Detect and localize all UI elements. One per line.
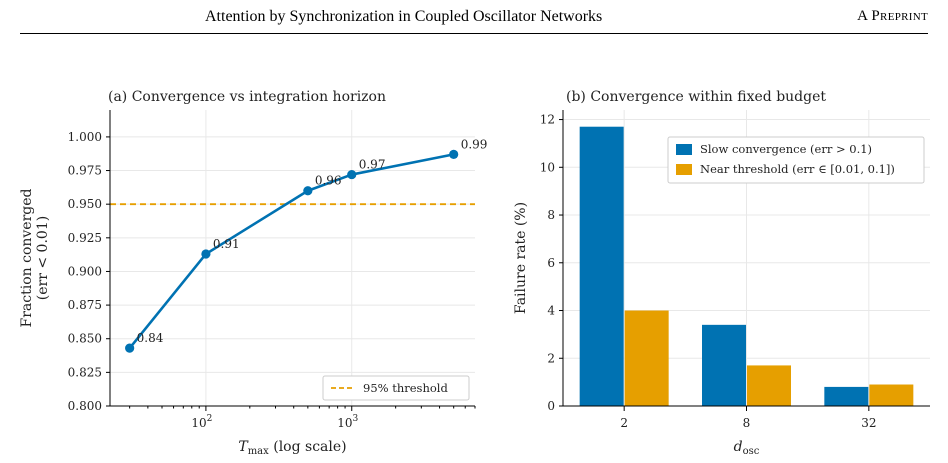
running-label: A Preprint [857,8,928,24]
chart-a-y-label-line1: Fraction converged [19,188,35,327]
chart-a-y-tick-label: 0.825 [68,365,102,379]
chart-a-y-tick-label: 0.875 [68,298,102,312]
chart-b-legend-swatch-1 [676,144,692,155]
chart-b-legend-label-1: Slow convergence (err > 0.1) [700,142,872,156]
chart-a-point [449,149,459,159]
chart-b-legend-box [667,136,925,184]
chart-a-series: 0.84 0.91 0.96 0.97 0.99 [125,137,488,353]
chart-a-y-tick-label: 0.800 [68,399,102,413]
chart-a-data-label: 0.96 [315,174,342,188]
chart-b-y-tick-label: 6 [547,256,555,270]
chart-a-data-label: 0.91 [213,237,240,251]
chart-b-x-tick-label: 8 [743,416,751,430]
chart-a-y-tick-label: 1.000 [68,130,102,144]
chart-a-axes [109,110,475,407]
chart-b-bar [824,386,869,406]
chart-b-y-tick-label: 4 [547,304,555,318]
chart-a-point [125,343,135,353]
chart-b-bars [579,126,914,406]
chart-a-series-line [128,153,454,349]
chart-a-y-tick-label: 0.975 [68,164,102,178]
header-rule [20,33,928,34]
chart-b-y-tick-label: 0 [547,399,555,413]
chart-b-x-label: dosc [734,439,760,457]
chart-a: (a) Convergence vs integration horizon 0… [19,89,487,457]
chart-b-bar [624,310,669,406]
chart-b-title: (b) Convergence within fixed budget [566,89,826,105]
chart-a-data-label: 0.97 [359,158,386,172]
chart-a-grid [110,110,475,407]
chart-a-x-tick-label: 102 [191,414,212,430]
chart-a-y-tick-label: 0.925 [68,231,102,245]
chart-a-y-tick-label: 0.950 [68,197,102,211]
chart-b-legend: Slow convergence (err > 0.1) Near thresh… [667,136,925,184]
chart-a-legend-label: 95% threshold [363,381,448,395]
chart-b-y-ticks: 0 2 4 6 8 10 12 [540,113,563,413]
chart-b-legend-swatch-2 [676,164,692,175]
chart-b-y-tick-label: 8 [547,208,555,222]
chart-b-y-tick-label: 10 [540,160,555,174]
chart-a-y-tick-label: 0.850 [68,332,102,346]
chart-a-y-label-line2: (err < 0.01) [35,216,51,300]
chart-a-legend-box [322,375,470,401]
chart-b-legend-label-2: Near threshold (err ∈ [0.01, 0.1]) [700,162,895,176]
chart-a-x-tick-label: 103 [337,414,358,430]
chart-b-y-tick-label: 12 [540,113,555,127]
chart-b-x-ticks: 2 8 32 [620,406,876,430]
chart-b-x-tick-label: 32 [861,416,876,430]
chart-b-y-tick-label: 2 [547,351,555,365]
chart-a-title: (a) Convergence vs integration horizon [108,89,386,105]
chart-a-legend: 95% threshold [322,375,470,401]
chart-b-bar [747,365,791,406]
chart-b-bar [579,126,624,406]
chart-b-bar [702,324,746,406]
chart-a-data-label: 0.84 [137,331,164,345]
chart-b-x-tick-label: 2 [620,416,628,430]
chart-a-x-ticks: 102 103 [129,406,476,430]
running-head: Attention by Synchronization in Coupled … [0,0,948,46]
chart-a-point [347,169,357,180]
running-title: Attention by Synchronization in Coupled … [205,8,603,25]
chart-a-y-tick-label: 0.900 [68,264,102,278]
chart-a-x-label: Tmax (log scale) [238,439,346,457]
chart-b-bar [869,384,914,406]
chart-a-point [303,186,313,196]
chart-b-y-label: Failure rate (%) [513,202,529,314]
chart-a-data-label: 0.99 [461,137,488,151]
chart-a-point [201,249,211,259]
chart-b: (b) Convergence within fixed budget 0 2 4 6… [513,89,930,457]
chart-a-y-ticks: 0.800 0.825 0.850 0.875 0.900 0.925 0.950 0.975… [68,130,110,413]
